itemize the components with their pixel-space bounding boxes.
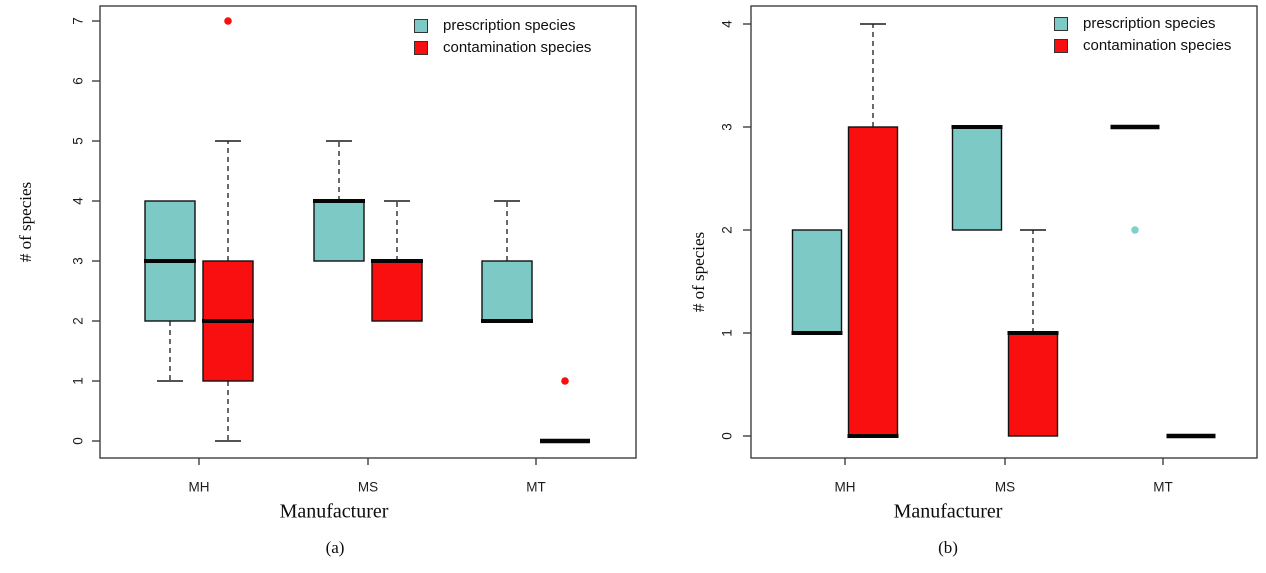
plot-border xyxy=(750,5,1258,459)
x-tick-label: MH xyxy=(835,480,856,495)
x-tick-label: MS xyxy=(995,480,1015,495)
y-tick-label: 1 xyxy=(720,329,735,337)
box-prescription-MT xyxy=(481,260,533,322)
y-tick-label: 0 xyxy=(720,432,735,440)
y-tick-label: 1 xyxy=(71,377,86,385)
box-contamination-MS xyxy=(1007,332,1059,437)
y-tick-label: 0 xyxy=(71,437,86,445)
box-prescription-MH xyxy=(791,229,843,334)
y-tick-label: 4 xyxy=(71,197,86,205)
box-contamination-MH xyxy=(847,126,899,437)
y-tick-label: 2 xyxy=(720,226,735,234)
y-tick-label: 5 xyxy=(71,137,86,145)
outlier-point xyxy=(1131,226,1139,234)
box-prescription-MS xyxy=(313,200,365,262)
x-tick-label: MT xyxy=(526,480,546,495)
outlier-point xyxy=(224,17,232,25)
y-tick-label: 6 xyxy=(71,77,86,85)
outlier-point xyxy=(561,377,569,385)
y-tick-label: 7 xyxy=(71,17,86,25)
x-tick-label: MH xyxy=(189,480,210,495)
y-tick-label: 4 xyxy=(720,20,735,28)
x-tick-label: MT xyxy=(1153,480,1173,495)
x-tick-label: MS xyxy=(358,480,378,495)
y-tick-label: 2 xyxy=(71,317,86,325)
box-prescription-MS xyxy=(951,126,1003,231)
box-contamination-MS xyxy=(371,260,423,322)
y-tick-label: 3 xyxy=(71,257,86,265)
y-tick-label: 3 xyxy=(720,123,735,131)
